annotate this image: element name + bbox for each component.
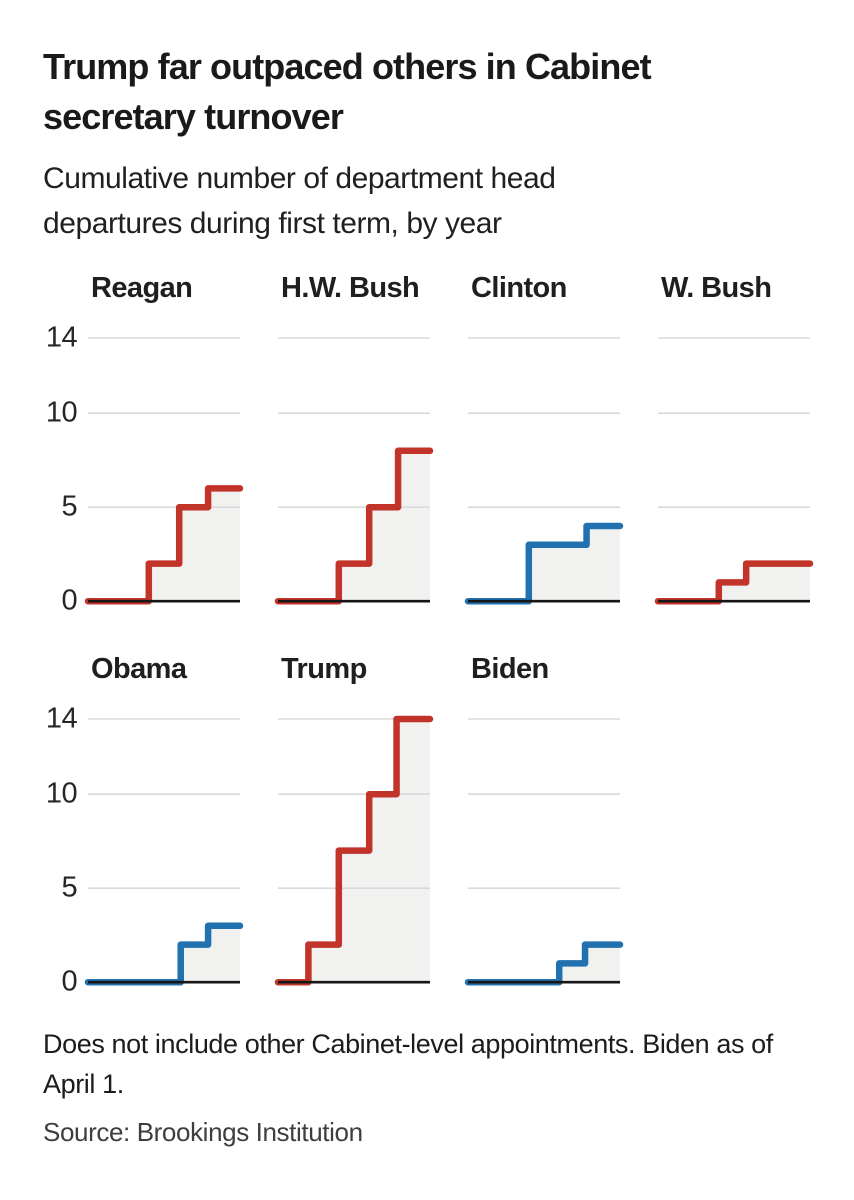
footnote-line2: April 1.: [43, 1069, 124, 1099]
chart-title-trump: Trump: [281, 653, 367, 685]
area-fill: [468, 525, 620, 601]
chart-title-w-bush: W. Bush: [661, 272, 772, 304]
y-axis-tick-label-10-row1: 10: [45, 396, 78, 429]
y-axis-tick-label-0-row1: 0: [61, 584, 77, 617]
step-line: [84, 484, 244, 605]
y-axis-tick-label-5-row1: 5: [61, 490, 77, 523]
page-title-line2: secretary turnover: [43, 96, 344, 137]
area-fill: [468, 944, 620, 982]
page-title: Trump far outpaced others in Cabinet sec…: [43, 42, 652, 142]
step-chart-trump: [274, 715, 434, 986]
y-axis-tick-label-10-row2: 10: [45, 777, 78, 810]
step-line: [274, 447, 434, 605]
source-line: Source: Brookings Institution: [43, 1117, 363, 1147]
chart-subtitle: Cumulative number of department head dep…: [43, 156, 556, 246]
footnote: Does not include other Cabinet-level app…: [43, 1024, 773, 1104]
chart-title-clinton: Clinton: [471, 272, 567, 304]
step-chart-h-w-bush: [274, 336, 434, 605]
page-title-line1: Trump far outpaced others in Cabinet: [43, 46, 652, 87]
chart-title-biden: Biden: [471, 653, 549, 685]
chart-title-reagan: Reagan: [91, 272, 193, 304]
y-axis-tick-label-14-row1: 14: [45, 321, 78, 354]
step-chart-clinton: [464, 336, 624, 605]
chart-title-obama: Obama: [91, 653, 187, 685]
step-chart-w-bush: [654, 336, 814, 605]
step-chart-obama: [84, 717, 244, 986]
y-axis-tick-label-5-row2: 5: [61, 871, 77, 904]
chart-subtitle-line2: departures during first term, by year: [43, 207, 502, 240]
area-fill: [88, 488, 240, 601]
area-fill: [278, 450, 430, 601]
footnote-line1: Does not include other Cabinet-level app…: [43, 1029, 773, 1059]
chart-subtitle-line1: Cumulative number of department head: [43, 162, 556, 195]
y-axis-tick-label-14-row2: 14: [45, 702, 78, 735]
area-fill: [88, 925, 240, 982]
step-line: [274, 715, 434, 986]
chart-title-h-w-bush: H.W. Bush: [281, 272, 420, 304]
step-chart-biden: [464, 717, 624, 986]
y-axis-tick-label-0-row2: 0: [61, 965, 77, 998]
step-chart-reagan: [84, 336, 244, 605]
